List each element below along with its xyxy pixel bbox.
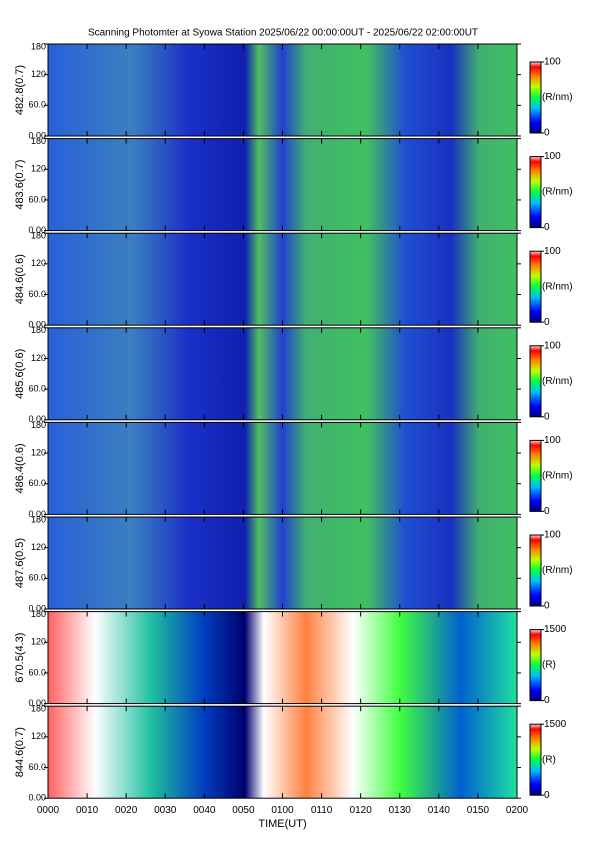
colorbar-tick-label: 0: [544, 506, 550, 517]
colorbar-tick-label: 100: [544, 530, 561, 541]
chart-title: Scanning Photomter at Syowa Station 2025…: [88, 28, 478, 39]
heatmap-panel: [48, 233, 517, 326]
colorbar-tick-label: 100: [544, 151, 561, 162]
colorbar-label: (R): [542, 660, 556, 671]
colorbar: [529, 156, 542, 229]
colorbar: [529, 629, 542, 702]
colorbar-label: (R/nm): [542, 281, 573, 292]
y-tick-label: 180: [31, 325, 46, 335]
x-tick-label: 0130: [389, 805, 412, 816]
y-axis-label: 670.5(4.3): [14, 633, 26, 683]
y-tick-label: 0.00: [28, 603, 46, 613]
y-tick-label: 120: [31, 258, 46, 268]
x-tick-label: 0040: [193, 805, 216, 816]
y-tick-label: 60.0: [28, 478, 46, 488]
y-tick-label: 180: [31, 704, 46, 714]
y-tick-label: 0.00: [28, 320, 46, 330]
colorbar-tick-label: 0: [544, 695, 550, 706]
colorbar: [529, 723, 542, 796]
heatmap-panel: [48, 44, 517, 136]
y-axis-label: 487.6(0.5): [14, 538, 26, 588]
colorbar: [529, 534, 542, 607]
x-tick-label: 0120: [350, 805, 373, 816]
heatmap-panel: [48, 422, 517, 515]
y-axis-label: 844.6(0.7): [14, 727, 26, 777]
colorbar-label: (R/nm): [542, 187, 573, 198]
y-tick-label: 120: [31, 69, 46, 79]
y-tick-label: 120: [31, 637, 46, 647]
y-tick-label: 180: [31, 609, 46, 619]
y-tick-label: 120: [31, 353, 46, 363]
y-tick-label: 120: [31, 164, 46, 174]
x-tick-label: 0000: [37, 805, 60, 816]
colorbar-label: (R/nm): [542, 92, 573, 103]
colorbar-tick-label: 0: [544, 411, 550, 422]
x-tick-label: 0110: [311, 805, 333, 816]
y-tick-label: 0.00: [28, 793, 46, 803]
y-tick-label: 180: [31, 420, 46, 430]
colorbar: [529, 250, 542, 323]
y-axis-label: 485.6(0.6): [14, 349, 26, 399]
colorbar: [529, 439, 542, 512]
heatmap-panel: [48, 611, 517, 704]
y-tick-label: 60.0: [28, 762, 46, 772]
colorbar-tick-label: 1500: [544, 624, 567, 635]
colorbar-label: (R/nm): [542, 376, 573, 387]
x-tick-label: 0200: [506, 805, 529, 816]
heatmap-panel: [48, 138, 517, 231]
x-tick-label: 0150: [467, 805, 490, 816]
colorbar: [529, 61, 542, 134]
colorbar-tick-label: 0: [544, 128, 550, 139]
x-tick-label: 0030: [154, 805, 177, 816]
y-tick-label: 60.0: [28, 667, 46, 677]
x-axis-label: TIME(UT): [258, 818, 306, 830]
y-axis-label: 486.4(0.6): [14, 443, 26, 493]
heatmap-panel: [48, 517, 517, 609]
y-tick-label: 60.0: [28, 194, 46, 204]
y-axis-label: 484.6(0.6): [14, 254, 26, 304]
y-tick-label: 120: [31, 542, 46, 552]
y-tick-label: 180: [31, 41, 46, 51]
y-tick-label: 0.00: [28, 225, 46, 235]
colorbar-tick-label: 100: [544, 57, 561, 68]
y-tick-label: 60.0: [28, 289, 46, 299]
heatmap-panel: [48, 327, 517, 420]
x-tick-label: 0020: [115, 805, 138, 816]
y-tick-label: 60.0: [28, 384, 46, 394]
heatmap-panel: [48, 706, 517, 799]
y-tick-label: 180: [31, 231, 46, 241]
x-tick-label: 0050: [232, 805, 255, 816]
x-tick-label: 0010: [76, 805, 99, 816]
y-tick-label: 180: [31, 514, 46, 524]
y-tick-label: 60.0: [28, 100, 46, 110]
colorbar-label: (R/nm): [542, 471, 573, 482]
colorbar-tick-label: 1500: [544, 719, 567, 730]
y-tick-label: 0.00: [28, 414, 46, 424]
colorbar-tick-label: 100: [544, 340, 561, 351]
y-tick-label: 180: [31, 136, 46, 146]
colorbar-label: (R/nm): [542, 565, 573, 576]
colorbar-tick-label: 100: [544, 246, 561, 257]
y-tick-label: 120: [31, 447, 46, 457]
y-axis-label: 483.6(0.7): [14, 160, 26, 210]
y-tick-label: 0.00: [28, 509, 46, 519]
y-tick-label: 60.0: [28, 573, 46, 583]
y-tick-label: 0.00: [28, 698, 46, 708]
y-tick-label: 0.00: [28, 130, 46, 140]
x-tick-label: 0140: [428, 805, 451, 816]
colorbar-tick-label: 0: [544, 317, 550, 328]
colorbar-label: (R): [542, 754, 556, 765]
colorbar-tick-label: 0: [544, 790, 550, 801]
colorbar: [529, 345, 542, 418]
colorbar-tick-label: 100: [544, 435, 561, 446]
y-axis-label: 482.8(0.7): [14, 65, 26, 115]
colorbar-tick-label: 0: [544, 601, 550, 612]
y-tick-label: 120: [31, 731, 46, 741]
colorbar-tick-label: 0: [544, 222, 550, 233]
x-tick-label: 0100: [271, 805, 294, 816]
